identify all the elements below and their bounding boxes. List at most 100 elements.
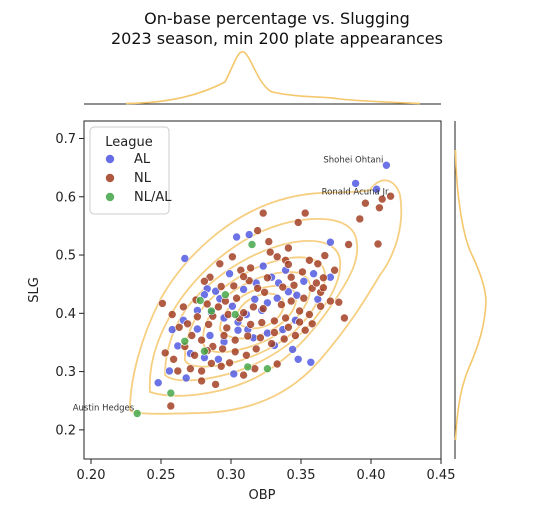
data-point — [202, 299, 212, 309]
data-point — [211, 380, 220, 389]
data-point — [263, 364, 272, 374]
data-point — [258, 208, 268, 218]
data-point — [382, 161, 391, 170]
data-point — [197, 376, 206, 386]
data-point — [373, 239, 383, 249]
data-point — [158, 299, 167, 308]
x-tick-label: 0.35 — [287, 468, 316, 483]
data-point — [200, 290, 209, 300]
y-tick-label: 0.4 — [55, 307, 76, 322]
data-point — [295, 317, 304, 327]
data-point — [246, 320, 255, 329]
data-point — [299, 293, 309, 303]
data-point — [190, 350, 199, 360]
data-point — [372, 184, 381, 194]
legend-marker — [105, 173, 115, 183]
data-point — [228, 252, 237, 262]
data-point — [284, 287, 293, 297]
series-nl-al — [132, 240, 272, 418]
player-annotation: Ronald Acuna Jr. — [322, 187, 391, 197]
legend: League AL NL NL/AL — [89, 126, 172, 215]
data-point — [132, 409, 142, 418]
data-point — [229, 281, 239, 291]
data-point — [239, 370, 248, 380]
data-point — [313, 259, 323, 269]
x-tick-label: 0.25 — [147, 468, 176, 483]
data-point — [230, 347, 240, 357]
legend-label: NL/AL — [134, 190, 172, 205]
data-point — [293, 218, 303, 227]
legend-marker — [105, 192, 115, 202]
data-point — [284, 243, 293, 253]
x-tick-label: 0.40 — [357, 468, 386, 483]
data-point — [265, 247, 275, 257]
data-point — [243, 362, 253, 372]
data-point — [355, 214, 365, 224]
y-tick-label: 0.6 — [55, 190, 76, 205]
data-point — [316, 301, 325, 311]
data-point — [286, 296, 296, 306]
data-point — [293, 354, 303, 364]
data-point — [169, 354, 178, 364]
data-point — [229, 369, 239, 379]
data-point — [207, 306, 216, 316]
data-point — [197, 366, 206, 376]
right-marginal-curve — [454, 149, 487, 441]
data-point — [179, 302, 188, 312]
data-point — [249, 302, 258, 312]
x-tick-label: 0.20 — [77, 468, 106, 483]
data-point — [270, 328, 279, 337]
data-point — [180, 254, 190, 263]
data-point — [225, 269, 234, 279]
data-point — [253, 283, 262, 293]
data-point — [153, 378, 163, 388]
data-point — [180, 336, 190, 346]
data-point — [253, 226, 262, 235]
data-point — [305, 255, 314, 265]
x-axis: 0.20 0.25 0.30 0.35 0.40 0.45 — [77, 459, 455, 483]
data-point — [222, 323, 232, 333]
data-point — [183, 319, 192, 329]
data-point — [181, 373, 191, 383]
kde-contour-7 — [235, 292, 285, 330]
point-annotations: Shohei Ohtani Ronald Acuna Jr. Austin Hedg… — [73, 155, 391, 413]
data-point — [377, 194, 387, 204]
data-point — [291, 331, 300, 340]
data-point — [250, 364, 260, 374]
data-point — [230, 335, 240, 345]
data-point — [270, 316, 279, 326]
data-point — [263, 298, 272, 308]
data-point — [361, 198, 370, 208]
data-point — [312, 278, 321, 288]
data-point — [263, 273, 272, 283]
data-point — [228, 301, 237, 311]
data-point — [239, 308, 248, 318]
data-point — [167, 310, 177, 319]
data-point — [299, 276, 309, 286]
data-point — [319, 273, 328, 283]
data-point — [216, 361, 226, 371]
data-point — [195, 296, 205, 305]
y-tick-label: 0.5 — [55, 249, 76, 264]
player-annotation: Austin Hedges — [73, 404, 135, 414]
legend-label: NL — [134, 171, 152, 186]
data-point — [300, 208, 310, 218]
data-point — [288, 345, 297, 354]
kde-contour-2 — [148, 218, 359, 397]
data-point — [221, 290, 230, 300]
data-point — [215, 259, 225, 269]
plot-frame — [83, 120, 442, 460]
data-point — [258, 261, 268, 271]
data-point — [247, 240, 257, 249]
data-point — [242, 350, 251, 360]
data-point — [334, 297, 344, 307]
y-tick-label: 0.3 — [55, 365, 76, 380]
x-axis-label: OBP — [249, 488, 276, 503]
data-point — [232, 232, 241, 242]
data-point — [260, 287, 269, 297]
y-tick-label: 0.2 — [55, 423, 76, 438]
data-point — [207, 359, 216, 368]
data-point — [264, 237, 274, 246]
top-marginal-density — [84, 51, 441, 105]
